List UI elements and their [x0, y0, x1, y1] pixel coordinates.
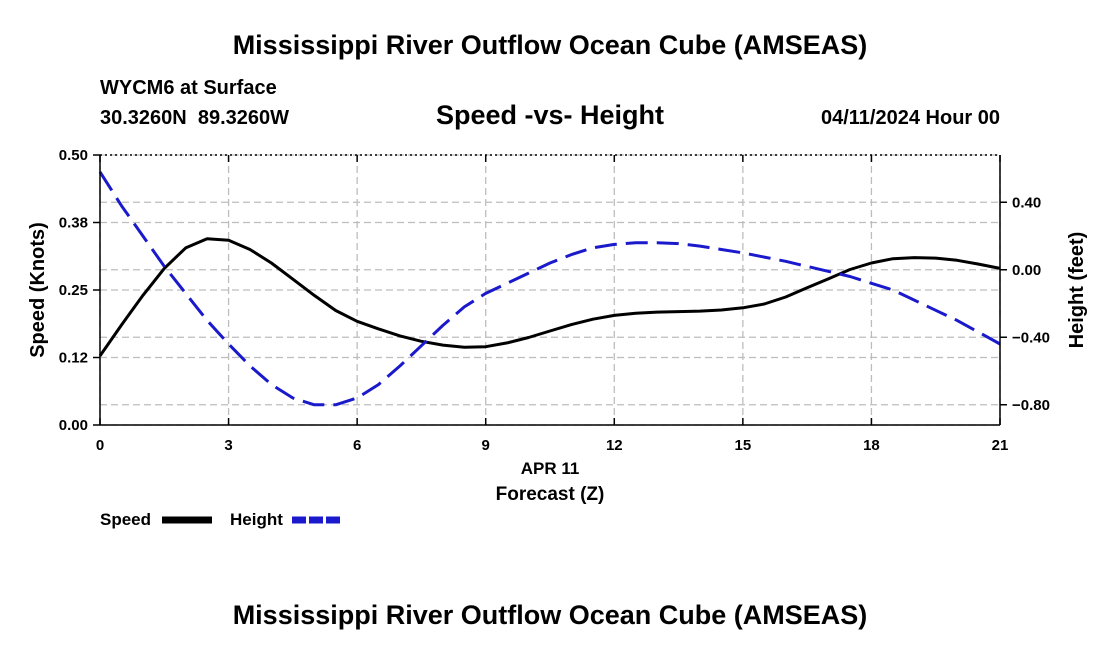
y-left-tick-label: 0.12: [59, 350, 88, 367]
x-tick-label: 18: [863, 437, 880, 454]
page-title: Mississippi River Outflow Ocean Cube (AM…: [232, 30, 868, 60]
x-tick-label: 6: [353, 437, 361, 454]
x-tick-label: 9: [482, 437, 490, 454]
y-left-tick-label: 0.00: [59, 417, 88, 434]
legend-label-height: Height: [230, 510, 283, 529]
series-line-speed: [98, 237, 1001, 357]
y-left-tick-label: 0.38: [59, 215, 88, 232]
forecast-date-label: 04/11/2024 Hour 00: [820, 107, 1000, 129]
y-left-tick-label: 0.50: [59, 147, 88, 164]
y-left-axis-title: Speed (Knots): [27, 222, 49, 358]
y-right-tick-label: 0.00: [1012, 262, 1041, 279]
x-date-label: APR 11: [521, 459, 580, 478]
y-left-tick-label: 0.25: [59, 282, 88, 299]
y-right-tick-label: −0.40: [1012, 329, 1050, 346]
chart-title: Speed -vs- Height: [435, 100, 665, 130]
x-tick-label: 21: [992, 437, 1009, 454]
y-right-tick-label: 0.40: [1012, 194, 1041, 211]
axis-labels: 0 3 6 9 12 15 18 21 0.00 0.12 0.25 0.38 0.50 −0.80 −0.…: [27, 147, 1088, 505]
legend-label-speed: Speed: [100, 510, 151, 529]
legend: Speed Height: [100, 510, 342, 529]
x-tick-label: 3: [224, 437, 232, 454]
y-right-tick-label: −0.80: [1012, 397, 1050, 414]
axes: [93, 154, 1007, 426]
grid-lines: [99, 154, 1001, 426]
series-line-height: [98, 171, 1001, 407]
y-right-axis-title: Height (feet): [1066, 232, 1088, 349]
x-axis-title: Forecast (Z): [496, 484, 605, 505]
footer-title: Mississippi River Outflow Ocean Cube (AM…: [232, 600, 868, 630]
station-label: WYCM6 at Surface: [100, 77, 277, 99]
series-lines: [98, 171, 1001, 407]
x-tick-label: 0: [96, 437, 104, 454]
coordinates-label: 30.3260N 89.3260W: [100, 107, 290, 129]
x-tick-label: 12: [606, 437, 623, 454]
x-tick-label: 15: [735, 437, 752, 454]
